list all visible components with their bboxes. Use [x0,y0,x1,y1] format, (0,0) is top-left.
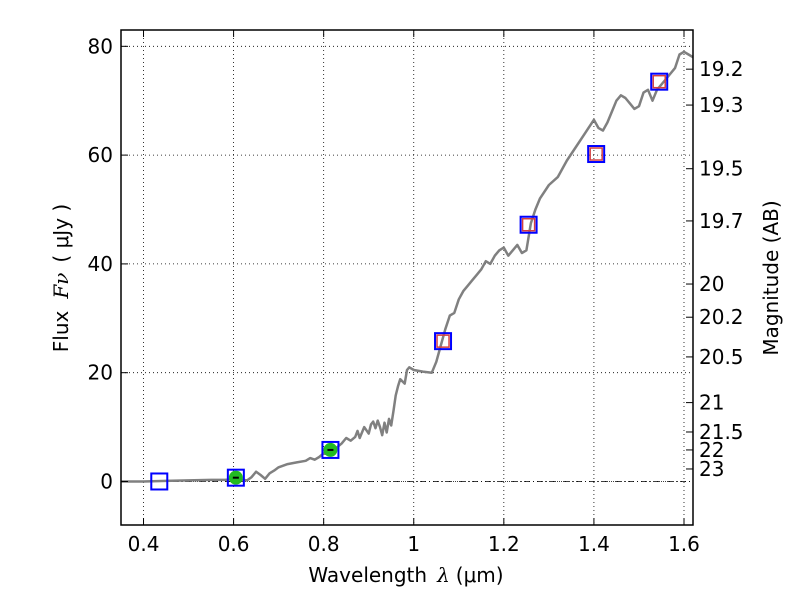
x-tick-label: 1.6 [668,532,700,556]
svg-text:FluxFν( μJy ): FluxFν( μJy ) [49,204,73,352]
y-tick-label: 0 [100,469,113,493]
y2-tick-label: 20.2 [699,305,744,329]
y2-tick-label: 19.3 [699,93,744,117]
model-photometry-point [321,440,340,459]
y2-axis-label: Magnitude (AB) [759,200,783,355]
model-photometry-point [519,215,538,234]
x-tick-label: 1 [407,532,420,556]
y-axis-ticks: 0 20 40 60 80 [88,34,128,493]
model-photometry-point [150,472,169,491]
svg-text:Magnitude (AB): Magnitude (AB) [759,200,783,355]
model-photometry-point [434,332,453,351]
x-tick-label: 0.4 [128,532,160,556]
x-axis-label: Wavelength λ (μm) [308,563,503,587]
y2-tick-label: 19.2 [699,57,744,81]
y-tick-label: 80 [88,34,113,58]
x-tick-label: 0.8 [308,532,340,556]
y-tick-label: 60 [88,143,113,167]
plot-frame [120,29,694,526]
observed-point [652,74,666,89]
y-axis-label: FluxFν( μJy ) [49,204,73,352]
y-tick-label: 20 [88,361,113,385]
y2-tick-label: 20.5 [699,345,744,369]
model-photometry-point [587,145,606,164]
x-tick-label: 1.2 [488,532,520,556]
y2-tick-label: 19.7 [699,209,744,233]
y2-tick-label: 20 [699,272,724,296]
observed-point [589,147,603,161]
model-photometry-point [650,72,669,91]
y2-tick-label: 22 [699,438,724,462]
y2-tick-label: 21.5 [699,420,744,444]
spectrum-line [121,50,694,483]
x-tick-label: 1.4 [578,532,610,556]
y2-tick-label: 21 [699,391,724,415]
observed-point [521,217,536,232]
spectrum-layer [121,50,694,483]
plot-area [121,30,693,525]
y2-tick-label: 23 [699,457,724,481]
y2-tick-label: 19.5 [699,157,744,181]
x-tick-label: 0.6 [218,532,250,556]
y-tick-label: 40 [88,252,113,276]
observed-point [436,334,450,348]
model-photometry-point [226,468,245,487]
markers-layer [150,72,669,491]
x-axis-ticks: 0.4 0.6 0.8 1 1.2 1.4 1.6 [128,30,700,556]
